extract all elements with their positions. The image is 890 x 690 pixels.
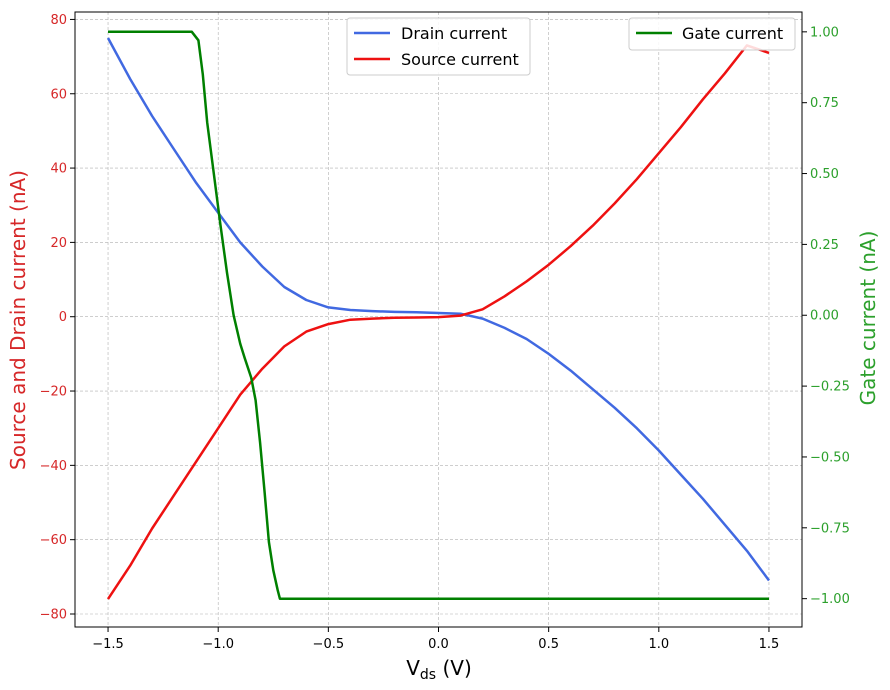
left-y-tick-label: 40 [50, 162, 67, 177]
left-y-tick-label: 80 [50, 13, 67, 28]
left-y-tick-label: −20 [40, 385, 67, 400]
x-tick-label: −1.0 [202, 637, 234, 652]
legend-label-drain: Drain current [401, 24, 507, 43]
right-y-axis-title: Gate current (nA) [856, 231, 880, 406]
x-axis: −1.5 −1.0 −0.5 0.0 0.5 1.0 1.5 [92, 627, 779, 652]
left-y-tick-label: −40 [40, 459, 67, 474]
right-y-tick-label: −1.00 [810, 592, 850, 607]
left-y-tick-label: 0 [59, 310, 67, 325]
right-y-tick-label: 1.00 [810, 25, 839, 40]
legend-label-source: Source current [401, 50, 519, 69]
x-tick-label: 0.0 [428, 637, 449, 652]
legend-label-gate: Gate current [682, 24, 783, 43]
right-y-tick-label: −0.50 [810, 450, 850, 465]
right-y-tick-label: −0.75 [810, 521, 850, 536]
source-current-line [106, 44, 770, 600]
left-y-tick-label: 60 [50, 87, 67, 102]
right-y-axis: −1.00 −0.75 −0.50 −0.25 0.00 0.25 0.50 0.75 1.00 [802, 25, 850, 607]
x-tick-label: 0.5 [538, 637, 559, 652]
right-y-tick-label: 0.00 [810, 309, 839, 324]
grid [75, 12, 802, 627]
right-y-tick-label: 0.50 [810, 167, 839, 182]
x-tick-label: 1.5 [759, 637, 780, 652]
left-y-tick-label: 20 [50, 236, 67, 251]
left-y-tick-label: −80 [40, 607, 67, 622]
x-tick-label: −1.5 [92, 637, 124, 652]
series-layer [106, 30, 771, 600]
gate-current-line [108, 30, 769, 600]
left-y-axis: −80 −60 −40 −20 0 20 40 60 80 [40, 13, 75, 622]
legend-right: Gate current [628, 17, 796, 51]
x-tick-label: −0.5 [313, 637, 345, 652]
right-y-tick-label: −0.25 [810, 380, 850, 395]
left-y-axis-title: Source and Drain current (nA) [6, 170, 30, 470]
right-y-tick-label: 0.75 [810, 96, 839, 111]
legend-left: Drain current Source current [346, 17, 531, 76]
x-axis-title: Vds (V) [406, 656, 472, 683]
right-y-tick-label: 0.25 [810, 238, 839, 253]
x-tick-label: 1.0 [648, 637, 669, 652]
left-y-tick-label: −60 [40, 533, 67, 548]
